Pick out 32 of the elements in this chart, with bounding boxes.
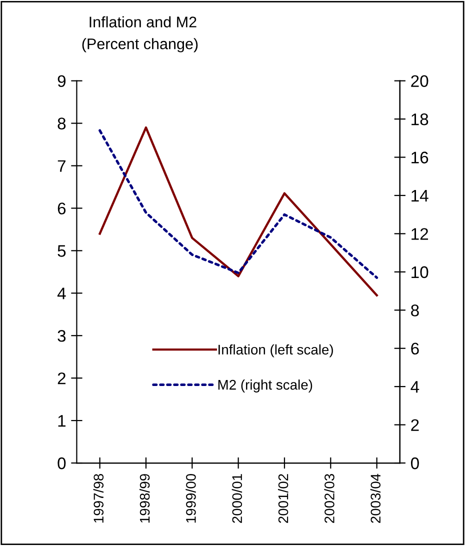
y-tick-label: 9	[58, 75, 66, 88]
x-tick-label: 2002/03	[324, 474, 334, 523]
y-tick-label: 0	[58, 457, 66, 470]
y-tick-label: 1	[58, 415, 66, 427]
y2-tick-label: 4	[410, 381, 420, 393]
chart-subtitle: (Percent change)	[82, 38, 198, 52]
chart-title: Inflation and M2	[90, 16, 196, 28]
legend-label: M2 (right scale)	[218, 380, 312, 392]
legend-label: Inflation (left scale)	[218, 344, 333, 358]
y2-tick-label: 10	[412, 266, 428, 278]
y2-tick-label: 12	[412, 228, 428, 240]
y-tick-label: 8	[58, 118, 66, 130]
x-tick-label: 1997/98	[93, 474, 104, 523]
y2-tick-label: 6	[411, 342, 419, 355]
x-tick-label: 1999/00	[186, 474, 196, 523]
x-tick-label: 2000/01	[232, 474, 242, 523]
y-tick-label: 3	[58, 330, 66, 342]
y-tick-label: 2	[58, 372, 66, 384]
y2-tick-label: 2	[411, 419, 419, 431]
y-tick-label: 4	[57, 288, 66, 300]
x-tick-label: 2001/02	[278, 474, 288, 523]
y2-tick-label: 16	[412, 152, 428, 164]
y2-tick-label: 14	[412, 190, 428, 202]
y2-tick-label: 0	[410, 457, 419, 470]
y2-tick-label: 18	[412, 113, 428, 126]
y2-tick-label: 20	[411, 75, 428, 88]
x-tick-label: 2003/04	[370, 474, 381, 523]
y-tick-label: 6	[58, 202, 66, 214]
y-tick-label: 5	[58, 245, 66, 257]
y2-tick-label: 8	[411, 304, 419, 316]
y-tick-label: 7	[58, 160, 66, 172]
x-tick-label: 1998/99	[140, 474, 150, 523]
